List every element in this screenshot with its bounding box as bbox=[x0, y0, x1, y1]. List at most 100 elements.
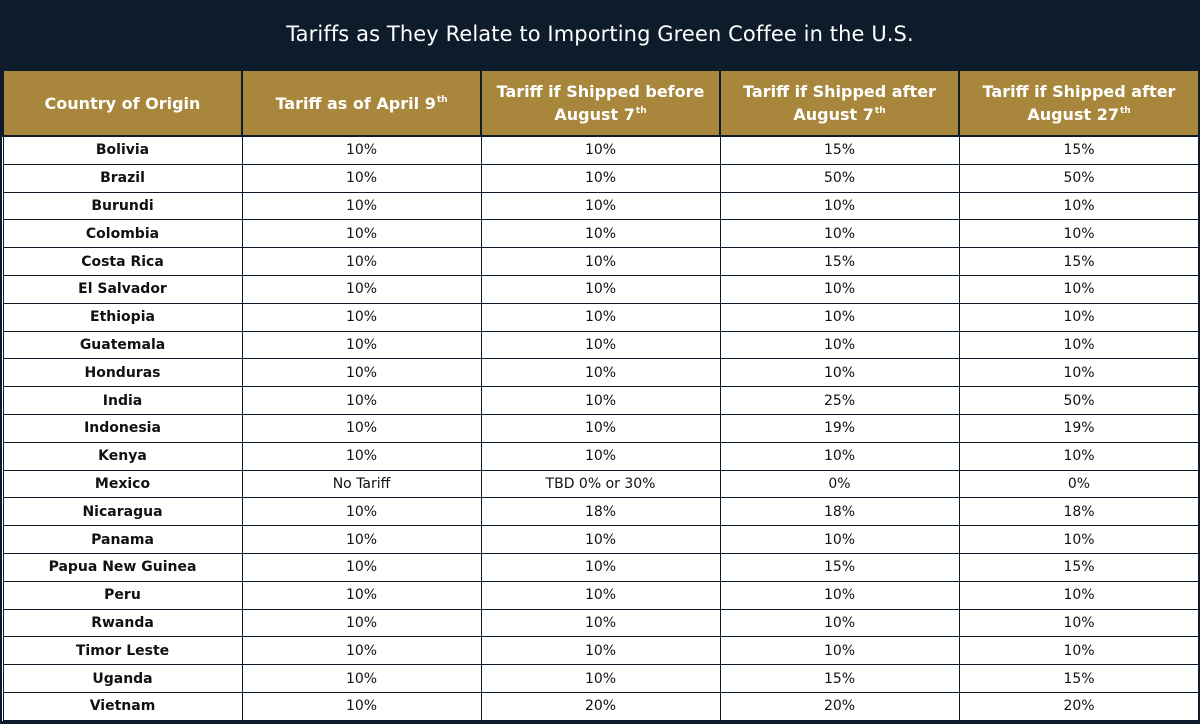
tariff-cell: 15% bbox=[719, 135, 960, 165]
tariff-cell: 10% bbox=[241, 691, 482, 722]
table-row: Rwanda 10% 10% 10% 10% bbox=[2, 608, 1200, 638]
table-row: Vietnam 10% 20% 20% 20% bbox=[2, 691, 1200, 722]
column-header-2: Tariff if Shipped before August 7th bbox=[480, 69, 721, 137]
column-header-4: Tariff if Shipped after August 27th bbox=[958, 69, 1200, 137]
tariff-cell: 25% bbox=[719, 386, 960, 415]
country-cell: Bolivia bbox=[2, 135, 243, 165]
tariff-cell: 10% bbox=[719, 191, 960, 221]
column-header-superscript: th bbox=[1119, 106, 1131, 116]
column-header-0: Country of Origin bbox=[2, 69, 243, 137]
country-cell: Indonesia bbox=[2, 413, 243, 443]
table-row: Nicaragua 10% 18% 18% 18% bbox=[2, 497, 1200, 527]
table-row: Peru 10% 10% 10% 10% bbox=[2, 580, 1200, 610]
tariff-cell: 10% bbox=[719, 302, 960, 332]
country-cell: El Salvador bbox=[2, 275, 243, 304]
country-cell: Costa Rica bbox=[2, 247, 243, 276]
country-cell: Uganda bbox=[2, 664, 243, 693]
tariff-cell: 10% bbox=[480, 552, 721, 582]
table-row: Indonesia 10% 10% 19% 19% bbox=[2, 413, 1200, 443]
tariff-cell: 10% bbox=[480, 636, 721, 666]
column-header-text: Tariff if Shipped after August 7 bbox=[743, 82, 936, 124]
tariff-cell: 10% bbox=[480, 441, 721, 471]
tariff-cell: 10% bbox=[241, 386, 482, 415]
tariff-cell: 10% bbox=[480, 580, 721, 610]
tariff-cell: 10% bbox=[241, 552, 482, 582]
country-cell: Colombia bbox=[2, 219, 243, 249]
column-header-text: Tariff if Shipped before August 7 bbox=[496, 82, 705, 124]
table-body: Bolivia 10% 10% 15% 15% Brazil 10% 10% 50% 50% Bur… bbox=[2, 135, 1200, 722]
tariff-cell: 10% bbox=[480, 330, 721, 360]
table-container: Country of Origin Tariff as of April 9th T… bbox=[2, 69, 1200, 722]
tariff-cell: 10% bbox=[241, 247, 482, 276]
table-row: Timor Leste 10% 10% 10% 10% bbox=[2, 636, 1200, 666]
country-cell: Guatemala bbox=[2, 330, 243, 360]
tariff-cell: 10% bbox=[958, 191, 1200, 221]
tariff-cell: 15% bbox=[719, 552, 960, 582]
country-cell: Papua New Guinea bbox=[2, 552, 243, 582]
tariff-cell: 10% bbox=[241, 330, 482, 360]
tariff-cell: 18% bbox=[719, 497, 960, 527]
tariff-cell: 10% bbox=[241, 441, 482, 471]
column-header-superscript: th bbox=[874, 106, 886, 116]
tariff-cell: 15% bbox=[719, 247, 960, 276]
tariff-cell: 10% bbox=[480, 275, 721, 304]
table-row: Panama 10% 10% 10% 10% bbox=[2, 525, 1200, 554]
country-cell: Vietnam bbox=[2, 691, 243, 722]
table-row: Mexico No Tariff TBD 0% or 30% 0% 0% bbox=[2, 469, 1200, 499]
table-row: India 10% 10% 25% 50% bbox=[2, 386, 1200, 415]
tariff-cell: 20% bbox=[480, 691, 721, 722]
table-row: El Salvador 10% 10% 10% 10% bbox=[2, 275, 1200, 304]
tariff-cell: 10% bbox=[480, 608, 721, 638]
table-row: Honduras 10% 10% 10% 10% bbox=[2, 358, 1200, 388]
tariff-cell: 10% bbox=[958, 580, 1200, 610]
tariff-cell: 10% bbox=[241, 664, 482, 693]
tariff-cell: 10% bbox=[241, 163, 482, 193]
column-header-superscript: th bbox=[436, 94, 448, 105]
tariff-cell: 10% bbox=[958, 525, 1200, 554]
tariff-cell: TBD 0% or 30% bbox=[480, 469, 721, 499]
tariff-cell: 10% bbox=[719, 219, 960, 249]
tariff-cell: 19% bbox=[958, 413, 1200, 443]
table-row: Ethiopia 10% 10% 10% 10% bbox=[2, 302, 1200, 332]
column-header-1: Tariff as of April 9th bbox=[241, 69, 482, 137]
country-cell: Panama bbox=[2, 525, 243, 554]
tariff-cell: 10% bbox=[480, 135, 721, 165]
column-header-text: Tariff as of April 9 bbox=[275, 93, 436, 113]
tariff-cell: 10% bbox=[480, 358, 721, 388]
tariff-cell: 18% bbox=[480, 497, 721, 527]
tariff-cell: 10% bbox=[958, 219, 1200, 249]
tariff-cell: 10% bbox=[241, 358, 482, 388]
tariff-cell: 10% bbox=[241, 413, 482, 443]
tariff-cell: 19% bbox=[719, 413, 960, 443]
table-row: Costa Rica 10% 10% 15% 15% bbox=[2, 247, 1200, 276]
table-row: Bolivia 10% 10% 15% 15% bbox=[2, 135, 1200, 165]
tariff-cell: 10% bbox=[241, 608, 482, 638]
table-row: Burundi 10% 10% 10% 10% bbox=[2, 191, 1200, 221]
tariff-cell: 10% bbox=[958, 441, 1200, 471]
tariff-cell: 10% bbox=[480, 163, 721, 193]
tariff-cell: 10% bbox=[241, 302, 482, 332]
tariff-cell: 10% bbox=[719, 525, 960, 554]
table-row: Papua New Guinea 10% 10% 15% 15% bbox=[2, 552, 1200, 582]
tariff-table: Country of Origin Tariff as of April 9th T… bbox=[2, 69, 1200, 722]
tariff-cell: 10% bbox=[241, 191, 482, 221]
tariff-cell: 10% bbox=[241, 497, 482, 527]
tariff-cell: 10% bbox=[480, 302, 721, 332]
tariff-cell: 10% bbox=[958, 608, 1200, 638]
tariff-cell: 15% bbox=[958, 247, 1200, 276]
tariff-cell: 10% bbox=[241, 525, 482, 554]
country-cell: Rwanda bbox=[2, 608, 243, 638]
tariff-cell: 15% bbox=[958, 664, 1200, 693]
tariff-cell: 10% bbox=[719, 636, 960, 666]
tariff-cell: 10% bbox=[958, 302, 1200, 332]
tariff-cell: 15% bbox=[958, 135, 1200, 165]
tariff-cell: 18% bbox=[958, 497, 1200, 527]
column-header-3: Tariff if Shipped after August 7th bbox=[719, 69, 960, 137]
tariff-cell: 10% bbox=[241, 275, 482, 304]
tariff-cell: 10% bbox=[958, 330, 1200, 360]
tariff-cell: No Tariff bbox=[241, 469, 482, 499]
tariff-cell: 50% bbox=[958, 386, 1200, 415]
column-header-text: Country of Origin bbox=[44, 93, 201, 113]
tariff-cell: 10% bbox=[241, 135, 482, 165]
